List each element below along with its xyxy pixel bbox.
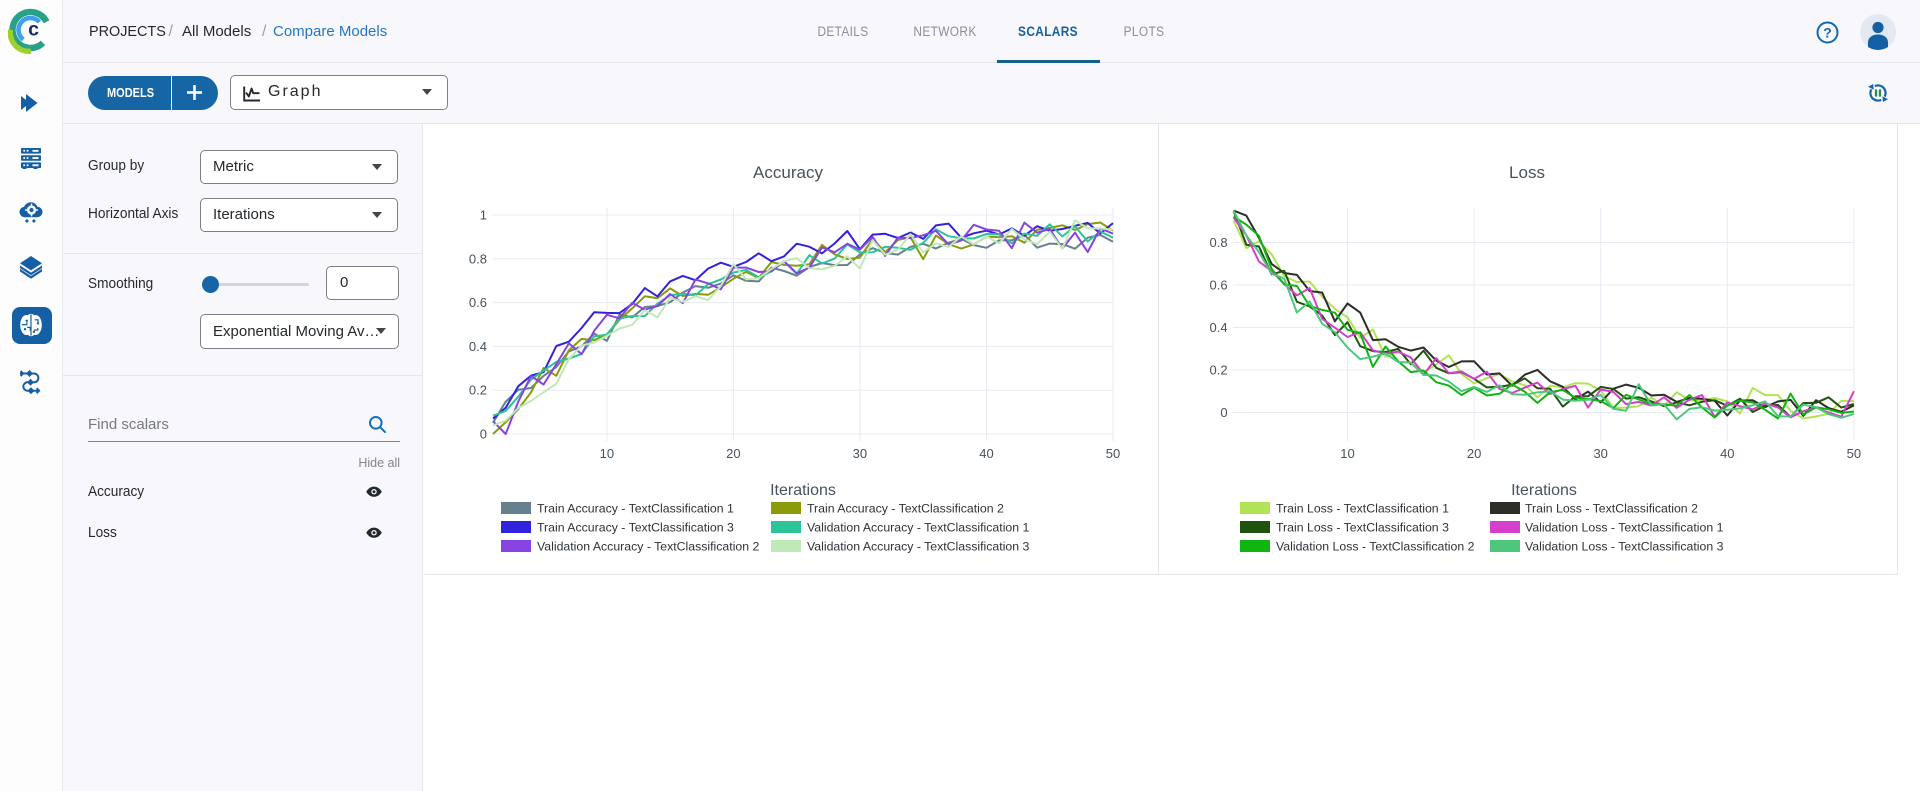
- svg-text:0.8: 0.8: [469, 251, 487, 266]
- svg-text:30: 30: [1593, 446, 1607, 461]
- svg-text:20: 20: [726, 446, 740, 461]
- svg-text:30: 30: [853, 446, 867, 461]
- svg-text:Train Accuracy - TextClassific: Train Accuracy - TextClassification 1: [537, 502, 734, 516]
- svg-text:Loss: Loss: [1509, 163, 1545, 182]
- svg-text:0: 0: [1220, 405, 1227, 420]
- svg-text:1: 1: [480, 208, 487, 223]
- svg-text:Train Loss - TextClassificatio: Train Loss - TextClassification 1: [1276, 502, 1449, 516]
- svg-text:20: 20: [1467, 446, 1481, 461]
- svg-text:Validation Loss - TextClassifi: Validation Loss - TextClassification 2: [1276, 540, 1475, 554]
- svg-text:0.6: 0.6: [1210, 278, 1228, 293]
- svg-text:0.4: 0.4: [1210, 320, 1228, 335]
- svg-text:40: 40: [1720, 446, 1734, 461]
- svg-text:Train Loss - TextClassificatio: Train Loss - TextClassification 3: [1276, 521, 1449, 535]
- svg-text:Train Accuracy - TextClassific: Train Accuracy - TextClassification 3: [537, 521, 734, 535]
- svg-text:Accuracy: Accuracy: [753, 163, 823, 182]
- svg-text:0.2: 0.2: [1210, 363, 1228, 378]
- svg-text:40: 40: [979, 446, 993, 461]
- svg-text:c: c: [28, 19, 39, 41]
- svg-text:0.2: 0.2: [469, 383, 487, 398]
- svg-text:Iterations: Iterations: [1511, 482, 1577, 499]
- svg-text:?: ?: [1823, 25, 1832, 41]
- svg-text:50: 50: [1847, 446, 1861, 461]
- svg-text:Train Loss - TextClassificatio: Train Loss - TextClassification 2: [1525, 502, 1698, 516]
- svg-text:50: 50: [1106, 446, 1120, 461]
- svg-text:0: 0: [480, 427, 487, 442]
- svg-text:0.8: 0.8: [1210, 235, 1228, 250]
- svg-text:0.6: 0.6: [469, 295, 487, 310]
- svg-text:Validation Loss - TextClassifi: Validation Loss - TextClassification 3: [1525, 540, 1724, 554]
- svg-text:Train Accuracy - TextClassific: Train Accuracy - TextClassification 2: [807, 502, 1004, 516]
- svg-text:Validation Accuracy - TextClas: Validation Accuracy - TextClassification…: [537, 540, 760, 554]
- svg-text:Validation Accuracy - TextClas: Validation Accuracy - TextClassification…: [807, 521, 1030, 535]
- svg-text:10: 10: [600, 446, 614, 461]
- svg-text:Validation Loss - TextClassifi: Validation Loss - TextClassification 1: [1525, 521, 1724, 535]
- svg-text:Validation Accuracy - TextClas: Validation Accuracy - TextClassification…: [807, 540, 1030, 554]
- svg-text:Iterations: Iterations: [770, 482, 836, 499]
- svg-text:0.4: 0.4: [469, 339, 487, 354]
- svg-text:10: 10: [1340, 446, 1354, 461]
